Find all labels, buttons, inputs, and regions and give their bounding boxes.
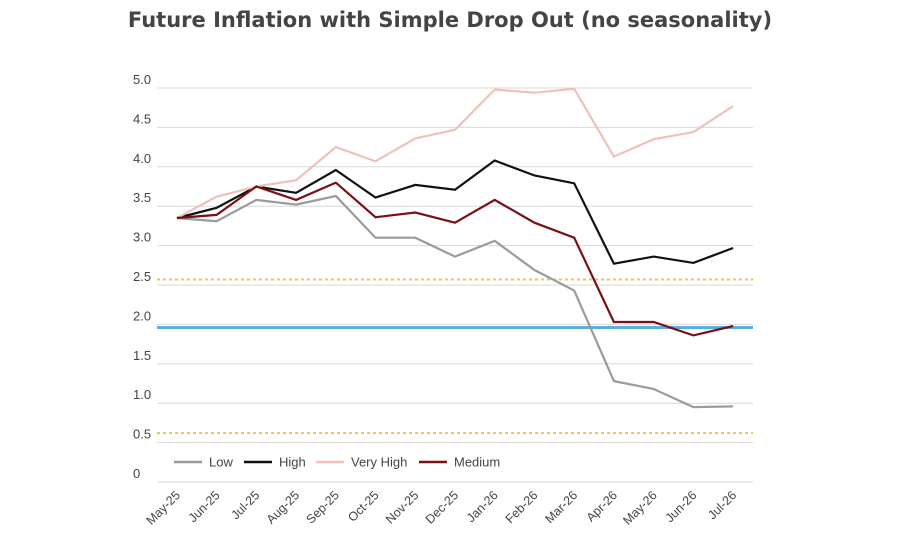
y-tick-label: 4.5 [133,111,151,126]
y-tick-label: 4.0 [133,151,151,166]
x-tick-label: Jun-26 [663,488,700,525]
series-line-very-high [176,87,734,219]
x-tick-label: May-26 [620,488,659,527]
legend-label-medium: Medium [454,455,500,470]
y-tick-label: 2.0 [133,308,151,323]
x-tick-label: Mar-26 [542,488,580,526]
x-tick-label: May-25 [144,488,183,527]
x-tick-label: Jun-25 [186,488,223,525]
x-tick-label: Jul-26 [705,488,739,522]
x-tick-label: Dec-25 [423,488,461,526]
legend-label-low: Low [209,455,233,470]
series-line-low [176,194,734,409]
y-tick-label: 1.0 [133,387,151,402]
x-tick-label: Jan-26 [464,488,501,525]
y-tick-label: 0 [133,466,140,481]
series-line-high [176,159,734,265]
x-tick-label: Feb-26 [503,488,541,526]
y-tick-label: 3.0 [133,230,151,245]
x-tick-label: Aug-25 [264,488,302,526]
x-tick-label: Nov-25 [383,488,421,526]
legend-label-high: High [279,455,306,470]
legend-label-very-high: Very High [351,455,407,470]
y-tick-label: 3.5 [133,190,151,205]
x-tick-label: Apr-26 [584,488,620,524]
x-tick-label: Oct-25 [345,488,381,524]
chart-title: Future Inflation with Simple Drop Out (n… [127,8,773,32]
x-tick-label: Sep-25 [304,488,342,526]
y-tick-label: 0.5 [133,427,151,442]
series-line-medium [176,181,734,337]
y-tick-label: 2.5 [133,269,151,284]
x-tick-label: Jul-25 [228,488,262,522]
y-tick-label: 5.0 [133,72,151,87]
y-tick-label: 1.5 [133,348,151,363]
